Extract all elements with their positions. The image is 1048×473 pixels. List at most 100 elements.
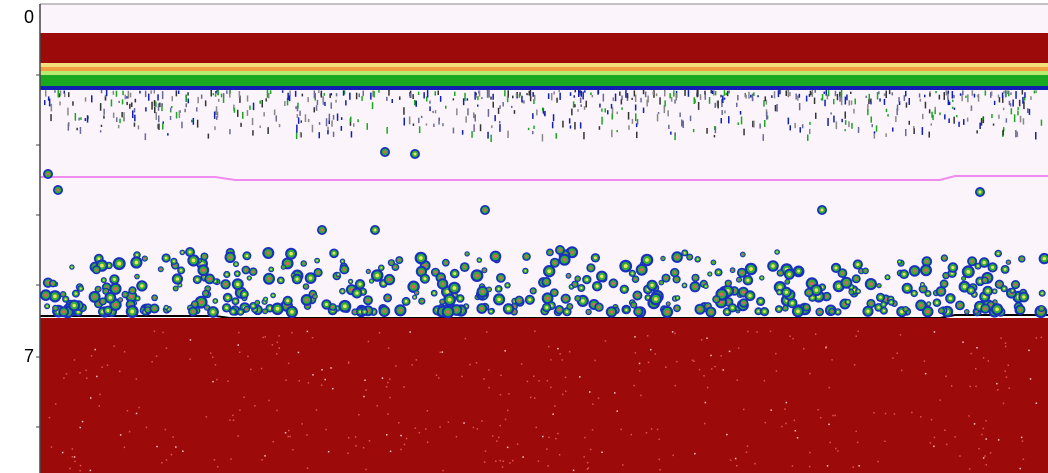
fish-echo-center xyxy=(303,263,305,265)
echo-speck xyxy=(331,102,333,108)
fish-echo-center xyxy=(815,288,819,292)
echo-speck xyxy=(706,128,708,134)
bottom-speck xyxy=(997,389,999,391)
echo-speck xyxy=(253,103,255,111)
echo-speck xyxy=(763,100,765,106)
bottom-speck xyxy=(557,433,559,435)
bottom-speck xyxy=(605,340,607,342)
fish-echo-center xyxy=(1008,261,1010,263)
fish-echo-center xyxy=(252,270,255,273)
bottom-speck xyxy=(261,459,263,461)
bottom-speck xyxy=(803,348,805,350)
bottom-speck xyxy=(409,331,411,333)
bottom-speck xyxy=(1009,387,1011,389)
echo-speck xyxy=(795,94,797,100)
fish-echo-center xyxy=(598,306,601,309)
bottom-speck xyxy=(377,405,379,407)
bottom-speck xyxy=(250,369,252,371)
fish-echo-center xyxy=(388,278,391,281)
echo-speck xyxy=(635,94,637,102)
fish-echo-center xyxy=(677,297,679,299)
echo-speck xyxy=(621,99,623,104)
fish-echo-center xyxy=(478,259,480,261)
bottom-speck xyxy=(530,397,532,399)
bottom-speck xyxy=(786,402,788,404)
echo-speck xyxy=(551,93,553,100)
fish-echo-center xyxy=(887,276,889,278)
bottom-speck xyxy=(959,455,961,457)
fish-echo-center xyxy=(939,290,942,293)
bottom-speck xyxy=(151,361,153,363)
fish-echo-center xyxy=(270,269,272,271)
bottom-speck xyxy=(232,415,234,417)
fish-echo-center xyxy=(675,278,677,280)
fish-echo-center xyxy=(412,285,416,289)
echo-speck xyxy=(337,114,339,121)
bottom-speck xyxy=(983,457,985,459)
bottom-speck xyxy=(206,416,208,418)
fish-echo-center xyxy=(577,278,579,280)
fish-echo-center xyxy=(234,300,236,302)
fish-echo-center xyxy=(314,296,316,298)
fish-echo-center xyxy=(245,269,248,272)
bottom-speck xyxy=(486,331,488,333)
fish-echo-center xyxy=(380,267,382,269)
echo-speck xyxy=(858,127,860,133)
echo-speck xyxy=(913,126,915,129)
bottom-speck xyxy=(707,387,709,389)
echo-speck xyxy=(571,109,573,116)
fish-echo-center xyxy=(545,306,548,309)
echo-speck xyxy=(871,117,873,123)
echo-speck xyxy=(693,129,695,132)
bottom-speck xyxy=(892,357,894,359)
fish-echo-center xyxy=(518,299,521,302)
echo-speck xyxy=(892,92,894,95)
echo-speck xyxy=(249,106,251,110)
echo-speck xyxy=(507,96,509,98)
echo-speck xyxy=(867,109,869,115)
fish-echo-center xyxy=(553,291,556,294)
fish-echo-center xyxy=(574,283,576,285)
bottom-speck xyxy=(90,397,92,399)
echo-speck xyxy=(846,95,848,101)
bottom-speck xyxy=(239,352,241,354)
echo-speck xyxy=(477,96,479,100)
echo-speck xyxy=(559,93,561,100)
fish-echo-center xyxy=(856,263,859,266)
echo-speck xyxy=(841,98,843,106)
echo-speck xyxy=(799,94,801,98)
fish-echo-center xyxy=(488,289,490,291)
fish-echo-center xyxy=(979,191,982,194)
echo-speck xyxy=(487,90,489,98)
echo-speck xyxy=(267,127,269,134)
fish-echo-center xyxy=(831,310,833,312)
fish-echo-center xyxy=(847,301,849,303)
bottom-speck xyxy=(548,437,550,439)
echo-speck xyxy=(1015,91,1017,99)
echo-speck xyxy=(135,99,137,103)
echo-speck xyxy=(991,91,993,96)
echo-speck xyxy=(259,126,261,129)
echo-speck xyxy=(870,99,872,103)
fish-echo-center xyxy=(203,255,205,257)
echo-speck xyxy=(627,93,629,98)
bottom-speck xyxy=(945,376,947,378)
echo-speck xyxy=(378,90,380,93)
echo-speck xyxy=(1017,107,1019,110)
bottom-speck xyxy=(990,452,992,454)
bottom-speck xyxy=(584,437,586,439)
fish-echo-center xyxy=(106,309,109,312)
fish-echo-center xyxy=(610,310,613,313)
echo-speck xyxy=(279,124,281,127)
fish-echo-center xyxy=(102,300,104,302)
bottom-speck xyxy=(1041,337,1043,339)
echo-speck xyxy=(223,93,225,98)
echo-speck xyxy=(270,90,272,94)
fish-echo-center xyxy=(776,251,778,253)
echo-speck xyxy=(421,116,423,118)
bottom-speck xyxy=(217,466,219,468)
bottom-speck xyxy=(51,446,53,448)
echo-speck xyxy=(946,90,948,95)
echo-speck xyxy=(978,94,980,102)
fish-echo-center xyxy=(341,290,343,292)
